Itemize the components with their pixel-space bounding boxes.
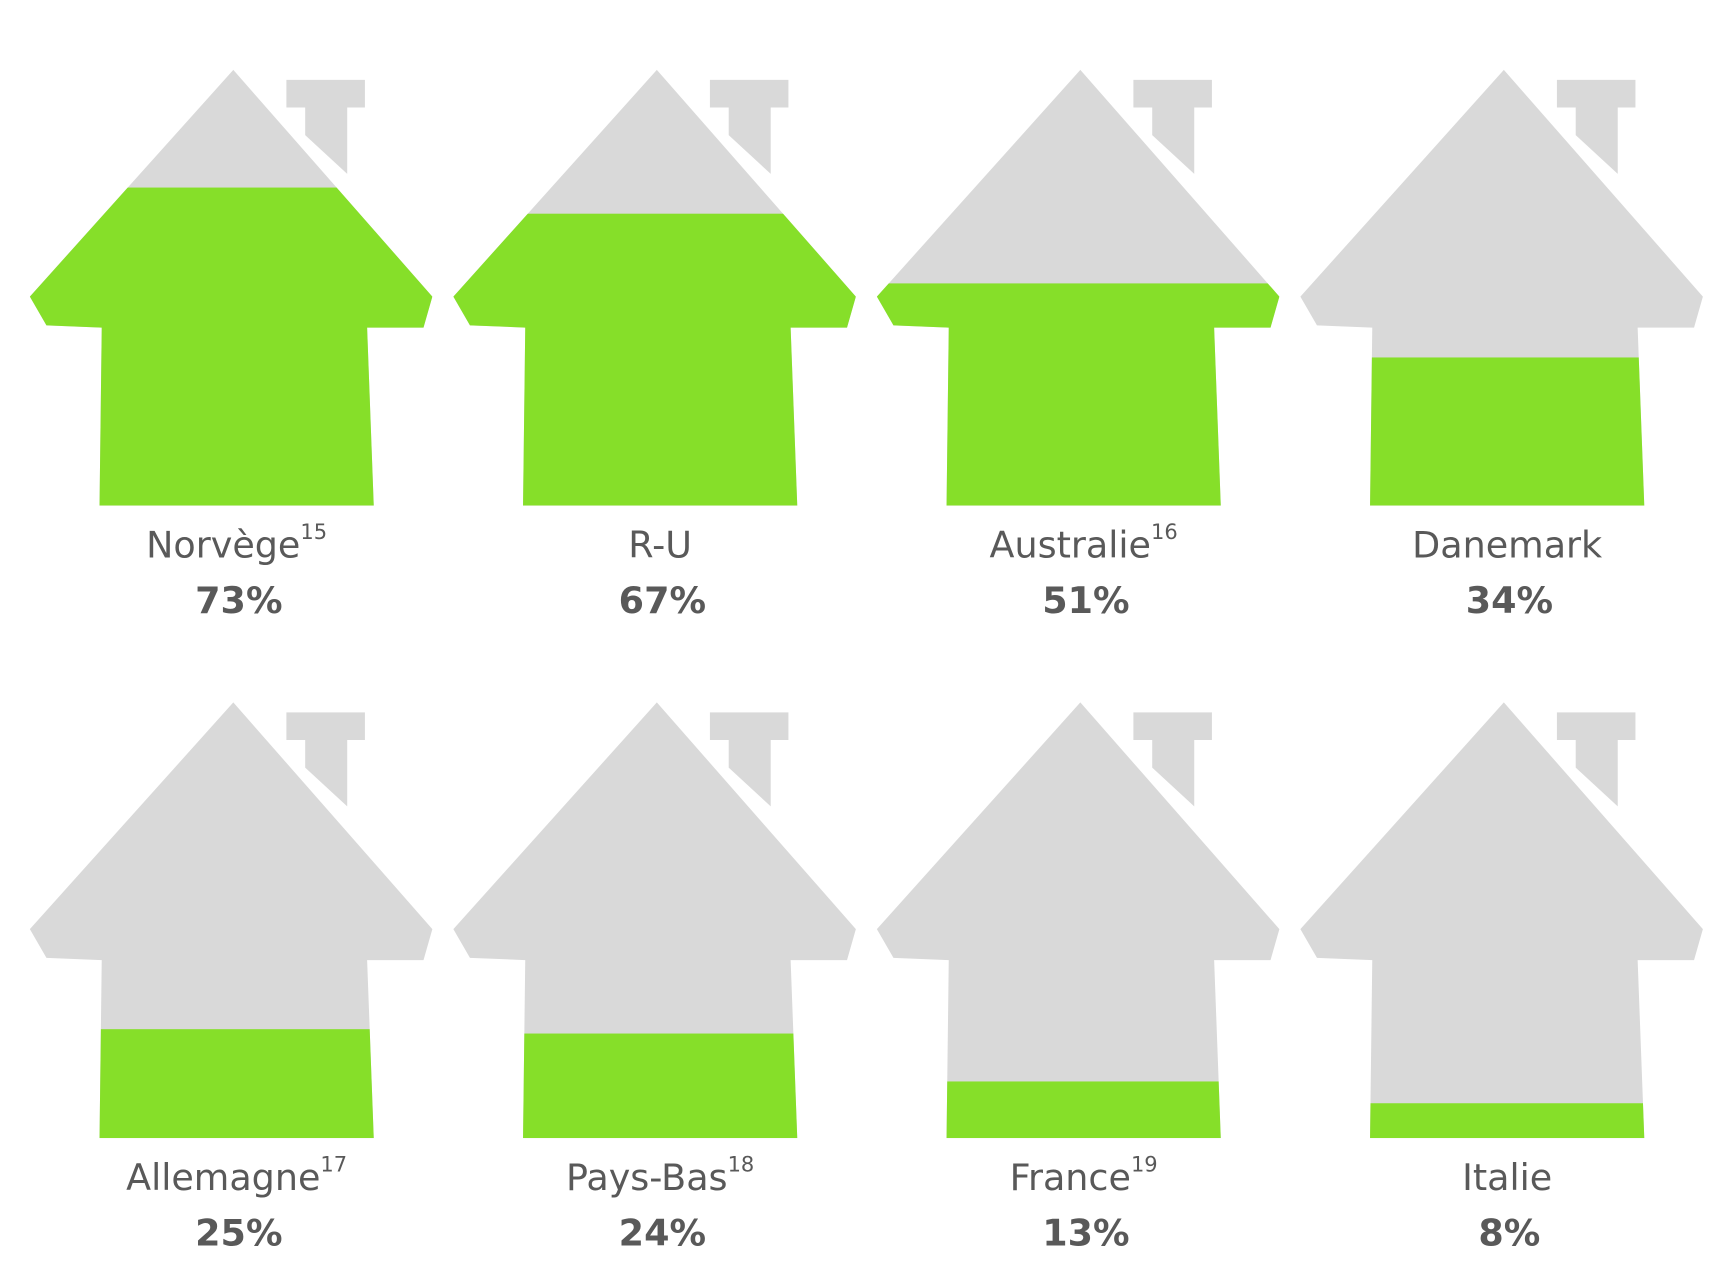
house-item: Australie16 51%	[876, 69, 1280, 622]
footnote: 15	[300, 520, 327, 544]
category-name: Danemark	[1412, 524, 1603, 567]
chimney	[1556, 79, 1636, 174]
category-name: R-U	[628, 524, 692, 567]
house-fill	[1300, 357, 1703, 506]
chimney	[1556, 712, 1636, 807]
value-label: 34%	[1466, 579, 1553, 622]
value-label: 25%	[195, 1211, 282, 1254]
footnote: 19	[1131, 1152, 1158, 1176]
chimney	[709, 712, 789, 807]
house-item: Norvège15 73%	[29, 69, 433, 622]
category-name: Norvège	[146, 524, 300, 567]
value-label: 67%	[619, 579, 706, 622]
house	[876, 702, 1280, 1139]
house-fill	[453, 213, 856, 506]
house-item: France19 13%	[876, 702, 1280, 1254]
house-fill	[876, 283, 1280, 506]
category-label: Allemagne17	[126, 1152, 347, 1199]
category-label: R-U	[628, 524, 692, 567]
category-label: Norvège15	[146, 520, 327, 567]
chimney	[286, 79, 365, 174]
category-name: Allemagne	[126, 1156, 320, 1199]
house-item: Danemark 34%	[1300, 69, 1703, 622]
category-name: France	[1010, 1156, 1131, 1199]
category-label: Pays-Bas18	[566, 1152, 754, 1199]
chimney	[1133, 712, 1212, 807]
house	[1300, 702, 1703, 1139]
value-label: 8%	[1478, 1211, 1540, 1254]
house-fill	[876, 1081, 1280, 1139]
category-label: France19	[1010, 1152, 1158, 1199]
house-item: Italie 8%	[1300, 702, 1703, 1254]
chimney	[286, 712, 365, 807]
value-label: 73%	[195, 579, 282, 622]
value-label: 51%	[1042, 579, 1129, 622]
category-label: Australie16	[990, 520, 1178, 567]
house-item: R-U 67%	[453, 69, 856, 622]
footnote: 18	[728, 1152, 755, 1176]
house-fill	[29, 1029, 433, 1139]
house-item: Pays-Bas18 24%	[453, 702, 856, 1254]
house	[453, 702, 856, 1139]
category-label: Italie	[1462, 1156, 1552, 1199]
category-name: Australie	[990, 524, 1151, 567]
category-name: Pays-Bas	[566, 1156, 728, 1199]
footnote: 16	[1151, 520, 1178, 544]
house-fill	[29, 187, 433, 506]
footnote: 17	[320, 1152, 347, 1176]
house-fill	[1300, 1103, 1703, 1139]
chimney	[709, 79, 789, 174]
category-name: Italie	[1462, 1156, 1552, 1199]
chimney	[1133, 79, 1212, 174]
house-fill	[453, 1033, 856, 1139]
house-item: Allemagne17 25%	[29, 702, 433, 1254]
category-label: Danemark	[1412, 524, 1603, 567]
value-label: 13%	[1042, 1211, 1129, 1254]
value-label: 24%	[619, 1211, 706, 1254]
